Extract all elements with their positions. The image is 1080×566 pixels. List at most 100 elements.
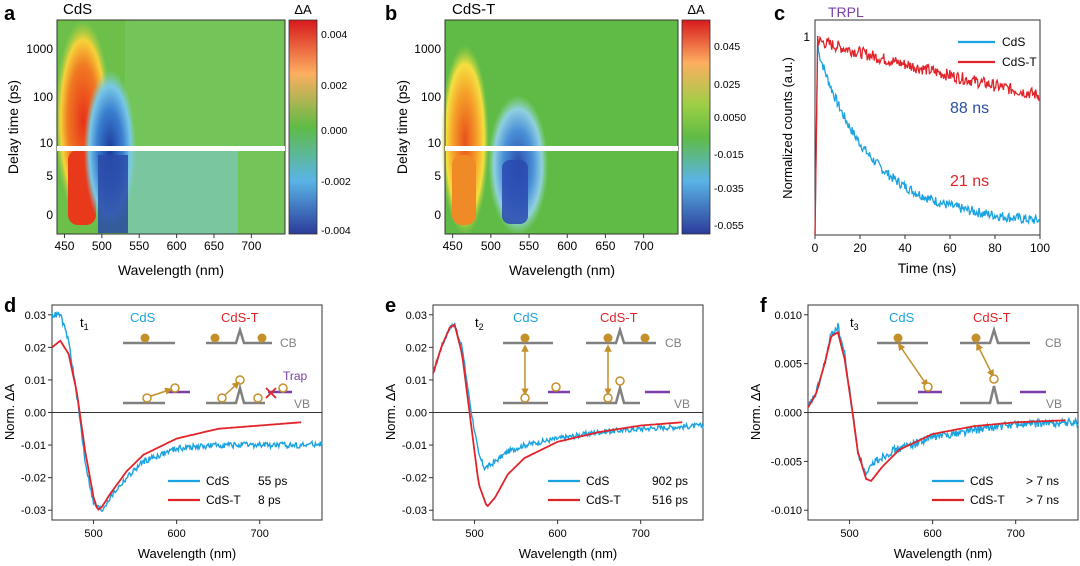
- cbar-a-tick-0: 0.004: [321, 29, 347, 41]
- inset-d-cds-label: CdS: [130, 310, 156, 325]
- inset-d-hole-left-trap: [170, 383, 180, 393]
- tick-d-y--0.01: -0.01: [21, 440, 46, 452]
- heatmap-b-cold-core: [502, 160, 528, 224]
- tick-b-y-100: 100: [421, 90, 441, 104]
- series-c-cds-t: [814, 35, 1041, 236]
- ylabel-b: Delay time (ps): [394, 80, 410, 174]
- legend-d-cds: CdS: [206, 474, 229, 488]
- tick-c-x-40: 40: [898, 241, 912, 255]
- cbar-a-tick-4: -0.004: [321, 225, 351, 237]
- inset-d-hole-right-top: [235, 375, 245, 385]
- panel-letter-d: d: [4, 295, 16, 317]
- inset-f-vb-right: [960, 385, 1012, 405]
- panel-letter-f: f: [760, 295, 767, 317]
- inset-e-vb-right: [586, 383, 640, 405]
- inset-f-electron-left: [893, 333, 903, 343]
- series-c-cds: [814, 35, 1040, 236]
- legend-d-cds-time: 55 ps: [258, 474, 287, 488]
- tick-d-x-600: 600: [167, 528, 185, 540]
- cbar-b-tick-4: -0.035: [714, 183, 744, 195]
- xlabel-a: Wavelength (nm): [118, 262, 224, 278]
- tick-c-x-100: 100: [1030, 241, 1050, 255]
- inset-e-hole-right: [603, 393, 613, 403]
- annotation-c-21ns: 21 ns: [950, 173, 989, 190]
- series-f-cds-t: [807, 331, 1066, 482]
- inset-d-hole-right: [217, 393, 227, 403]
- inset-d-arrow-left: [150, 387, 173, 397]
- tick-d-y-0.01: 0.01: [25, 375, 46, 387]
- inset-d-trap-label: Trap: [283, 369, 308, 383]
- tick-c-x-60: 60: [943, 241, 957, 255]
- legend-e-cds: CdS: [586, 474, 609, 488]
- inset-d-electron-left: [140, 333, 150, 343]
- time-label-e: t2: [475, 315, 484, 332]
- cbar-b-tick-3: -0.015: [714, 149, 744, 161]
- inset-e-vb: VB: [674, 397, 690, 411]
- cbar-b-tick-0: 0.045: [714, 41, 740, 53]
- tick-c-x-20: 20: [853, 241, 867, 255]
- xlabel-b: Wavelength (nm): [509, 262, 615, 278]
- xlabel-d: Wavelength (nm): [138, 546, 237, 561]
- tick-a-x-650: 650: [204, 239, 224, 253]
- ylabel-c: Normalized counts (a.u.): [780, 57, 795, 199]
- panel-e: e 0.03 0.02 0.01 0.00 -0.01 -0.02 -0.03 500 600 7…: [383, 295, 704, 561]
- tick-d-y--0.02: -0.02: [21, 473, 46, 485]
- legend-e-cdst: CdS-T: [586, 493, 621, 507]
- tick-b-x-500: 500: [481, 239, 501, 253]
- tick-b-x-600: 600: [557, 239, 577, 253]
- legend-f-cdst: CdS-T: [970, 493, 1005, 507]
- legend-f-cds-time: > 7 ns: [1026, 474, 1059, 488]
- time-label-f: t3: [850, 315, 859, 332]
- inset-e-electron-left: [520, 333, 530, 343]
- colorbar-a: [288, 19, 318, 235]
- series-e-cds: [432, 321, 704, 472]
- tick-e-y-0.03: 0.03: [406, 310, 427, 322]
- cbar-b-tick-2: 0.0050: [714, 112, 746, 124]
- panel-letter-a: a: [4, 3, 16, 25]
- inset-f-cds-label: CdS: [889, 310, 915, 325]
- heatmap-a-cold-tail: [128, 150, 238, 234]
- tick-d-y-0.03: 0.03: [25, 310, 46, 322]
- tick-a-y-10: 10: [40, 136, 54, 150]
- inset-e-cb: CB: [665, 336, 682, 350]
- tick-d-y-0.02: 0.02: [25, 342, 46, 354]
- colorbar-a-label: ΔA: [294, 2, 312, 17]
- tick-d-x-500: 500: [84, 528, 102, 540]
- cbar-b-tick-1: 0.025: [714, 79, 740, 91]
- tick-a-y-1000: 1000: [26, 42, 53, 56]
- tick-b-x-650: 650: [595, 239, 615, 253]
- legend-f-cds: CdS: [970, 474, 993, 488]
- colorbar-b: [681, 19, 711, 235]
- legend-d-cdst-time: 8 ps: [258, 493, 281, 507]
- heatmap-a-cold-core: [98, 155, 128, 233]
- series-e-cds-t: [432, 323, 683, 508]
- inset-e-hole-right-top: [615, 376, 625, 386]
- inset-f-hole-left: [923, 382, 933, 392]
- inset-d-cb-right: [206, 325, 272, 345]
- legend-f-cdst-time: > 7 ns: [1026, 493, 1059, 507]
- time-label-d: t1: [80, 315, 89, 332]
- panel-letter-c: c: [774, 3, 785, 25]
- inset-d-vb-right: [206, 383, 265, 405]
- tick-d-x-700: 700: [251, 528, 269, 540]
- legend-e-cdst-time: 516 ps: [652, 493, 688, 507]
- tick-d-y-0.00: 0.00: [25, 408, 46, 420]
- inset-e-electron-right-2: [640, 333, 650, 343]
- tick-a-x-550: 550: [129, 239, 149, 253]
- tick-a-x-450: 450: [54, 239, 74, 253]
- plot-d: 0.03 0.02 0.01 0.00 -0.01 -0.02 -0.03 500 600 700: [21, 310, 323, 540]
- annotation-c-88ns: 88 ns: [950, 100, 989, 117]
- tick-e-y-0.01: 0.01: [406, 375, 427, 387]
- series-f-cds: [807, 322, 1079, 476]
- colorbar-b-label: ΔA: [687, 2, 705, 17]
- tick-f-y--0.010: -0.010: [771, 505, 802, 517]
- inset-e-cdst-label: CdS-T: [600, 310, 638, 325]
- tick-b-y-10: 10: [428, 136, 442, 150]
- series-d-cds-t: [51, 339, 302, 511]
- inset-e-cb-right: [586, 325, 656, 345]
- tick-a-x-500: 500: [92, 239, 112, 253]
- cbar-b-tick-5: -0.055: [714, 220, 744, 232]
- ylabel-e: Norm. ΔA: [383, 383, 398, 440]
- tick-e-y--0.02: -0.02: [402, 473, 427, 485]
- inset-f: CdS CdS-T CB VB: [877, 310, 1062, 411]
